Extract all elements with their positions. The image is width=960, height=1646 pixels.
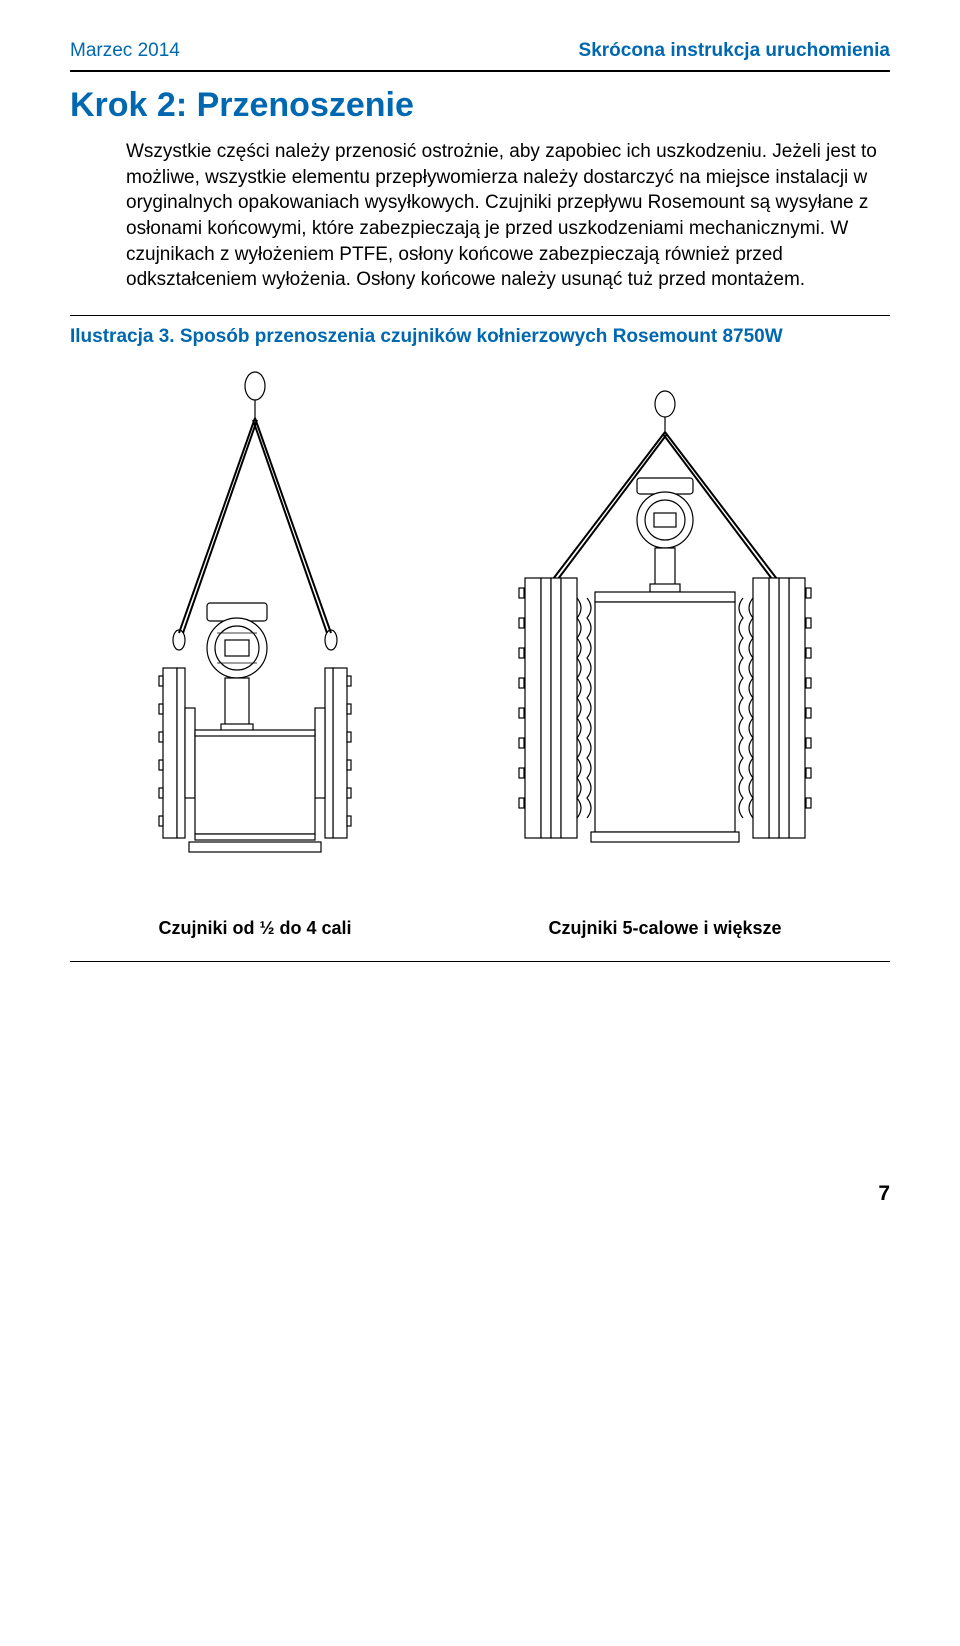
header-date: Marzec 2014 [70,40,180,62]
figure-caption: Ilustracja 3. Sposób przenoszenia czujni… [70,326,890,348]
section-title: Krok 2: Przenoszenie [70,86,890,125]
body-paragraph: Wszystkie części należy przenosić ostroż… [126,139,890,293]
figure-bottom-rule [70,961,890,962]
page-number: 7 [70,1182,890,1206]
header-rule [70,70,890,72]
figure-title: Sposób przenoszenia czujników kołnierzow… [180,326,783,347]
sensor-large-label: Czujniki 5-calowe i większe [548,918,781,939]
sensor-large-diagram [495,388,835,888]
figure-area: Czujniki od ½ do 4 cali [70,368,890,939]
sensor-small-label: Czujniki od ½ do 4 cali [158,918,351,939]
header-doc-title: Skrócona instrukcja uruchomienia [579,40,890,62]
sensor-small-diagram [125,368,385,888]
sensor-large-column: Czujniki 5-calowe i większe [495,388,835,939]
figure-top-rule [70,315,890,316]
figure-label: Ilustracja 3. [70,326,175,347]
sensor-small-column: Czujniki od ½ do 4 cali [125,368,385,939]
